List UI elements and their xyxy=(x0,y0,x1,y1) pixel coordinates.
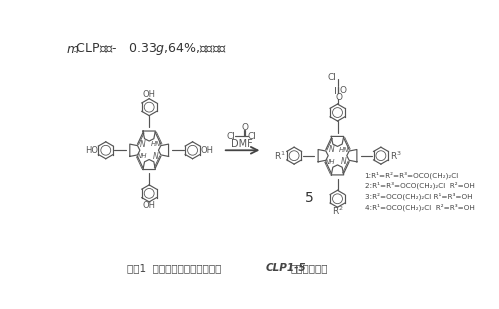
Text: NH: NH xyxy=(325,159,336,165)
Text: 3:R²=OCO(CH₂)₂Cl R¹=R³=OH: 3:R²=OCO(CH₂)₂Cl R¹=R³=OH xyxy=(365,193,472,200)
Text: CLP1-5: CLP1-5 xyxy=(265,263,306,273)
Text: .CLP粗品-   0.33$g$,64%,粉红色。: .CLP粗品- 0.33$g$,64%,粉红色。 xyxy=(72,41,228,57)
Text: 1:R¹=R²=R³=OCO(CH₂)₂Cl: 1:R¹=R²=R³=OCO(CH₂)₂Cl xyxy=(365,171,459,179)
Text: N: N xyxy=(341,157,347,166)
Text: Cl: Cl xyxy=(248,132,256,141)
Text: OH: OH xyxy=(143,201,156,210)
Text: HN: HN xyxy=(151,141,161,147)
Text: DMF: DMF xyxy=(232,139,253,149)
Text: N: N xyxy=(328,145,334,154)
Text: R$^3$: R$^3$ xyxy=(390,150,402,162)
Text: HO: HO xyxy=(85,146,98,155)
Text: N: N xyxy=(140,140,146,149)
Text: 2:R¹=R³=OCO(CH₂)₂Cl  R²=OH: 2:R¹=R³=OCO(CH₂)₂Cl R²=OH xyxy=(365,182,475,189)
Text: 5: 5 xyxy=(304,191,313,205)
Text: N: N xyxy=(153,152,158,161)
Text: NH: NH xyxy=(137,154,147,159)
Text: OH: OH xyxy=(143,90,156,99)
Text: ）制备流程图: ）制备流程图 xyxy=(290,263,328,273)
Text: 图：1  系列氯乙酰基氧基卟啉（: 图：1 系列氯乙酰基氧基卟啉（ xyxy=(127,263,221,273)
Text: O: O xyxy=(336,93,343,102)
Text: R$^2$: R$^2$ xyxy=(332,205,343,217)
Text: $m$: $m$ xyxy=(66,43,79,56)
Text: O: O xyxy=(241,123,248,133)
Text: Cl: Cl xyxy=(327,73,336,82)
Text: OH: OH xyxy=(201,146,214,155)
Text: O: O xyxy=(340,86,347,95)
Text: HN: HN xyxy=(339,146,350,153)
Text: 4:R¹=OCO(CH₂)₂Cl  R²=R³=OH: 4:R¹=OCO(CH₂)₂Cl R²=R³=OH xyxy=(365,204,475,211)
Text: R$^1$: R$^1$ xyxy=(274,150,286,162)
Text: Cl: Cl xyxy=(227,132,236,141)
